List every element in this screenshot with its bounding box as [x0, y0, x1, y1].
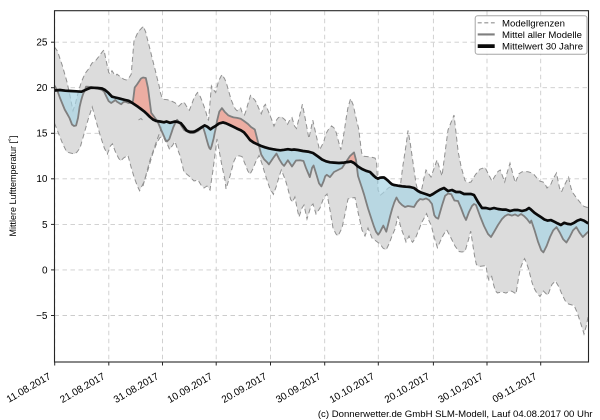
svg-text:−5: −5 — [36, 311, 48, 322]
svg-text:15: 15 — [36, 129, 48, 140]
svg-text:Mittlere Lufttemperatur [˚]: Mittlere Lufttemperatur [˚] — [8, 135, 18, 236]
svg-text:Modellgrenzen: Modellgrenzen — [502, 18, 565, 29]
svg-text:5: 5 — [42, 220, 48, 231]
svg-text:10: 10 — [36, 174, 48, 185]
svg-text:20: 20 — [36, 83, 48, 94]
svg-text:(c) Donnerwetter.de GmbH SLM-M: (c) Donnerwetter.de GmbH SLM-Modell, Lau… — [318, 409, 593, 420]
svg-text:0: 0 — [42, 265, 48, 276]
svg-text:25: 25 — [36, 38, 48, 49]
svg-text:Mittelwert 30 Jahre: Mittelwert 30 Jahre — [502, 42, 583, 53]
svg-text:Mittel aller Modelle: Mittel aller Modelle — [502, 30, 582, 41]
